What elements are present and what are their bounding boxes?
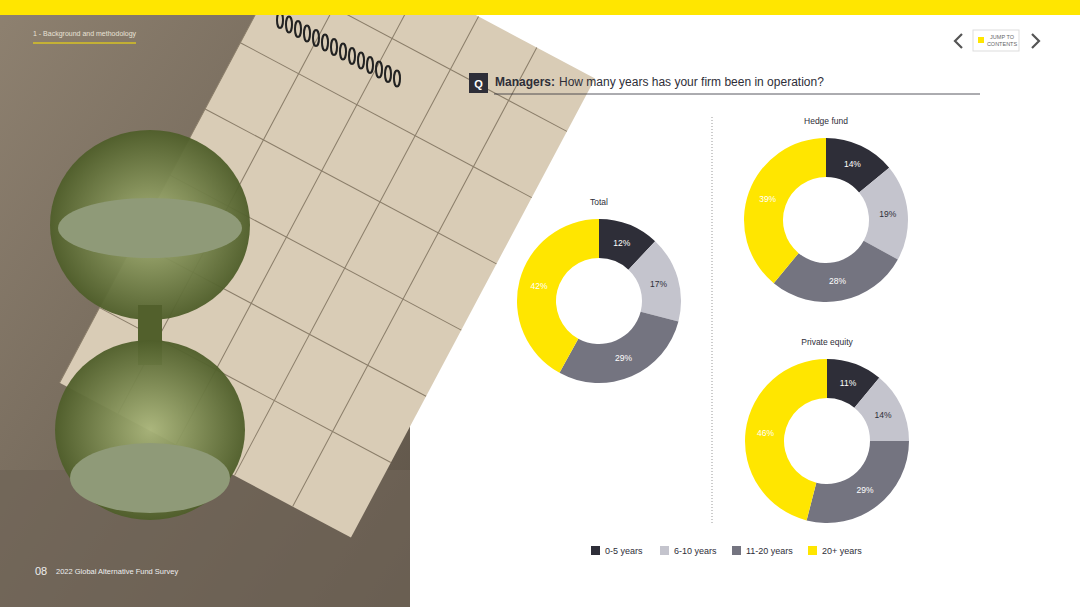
slice [559, 312, 678, 383]
calendar-ring [340, 44, 346, 60]
nav-label: JUMP TO [990, 34, 1015, 40]
hourglass [50, 130, 250, 520]
legend: 0-5 years 6-10 years 11-20 years 20+ years [591, 546, 862, 556]
slice [628, 241, 681, 321]
nav-label: CONTENTS [987, 41, 1018, 47]
calendar-ring [286, 17, 292, 33]
nav-next[interactable] [1032, 34, 1039, 48]
top-bar [0, 0, 1080, 15]
calendar-line [234, 16, 478, 475]
question-marker: Q [474, 78, 483, 90]
calendar-line [240, 43, 531, 198]
calendar-ring [394, 71, 400, 87]
slices [744, 138, 908, 302]
slice [745, 359, 827, 520]
data-label: 28% [829, 276, 846, 286]
data-label: 42% [530, 281, 547, 291]
chart-title: Total [590, 197, 608, 207]
calendar-line [293, 47, 537, 506]
sand [58, 198, 242, 258]
question: How many years has your firm been in ope… [559, 75, 824, 89]
legend-swatch [660, 546, 669, 555]
calendar-ring [385, 66, 391, 82]
calendar-ring [376, 62, 382, 78]
calendar-ring [313, 30, 319, 46]
slice [517, 219, 599, 373]
slice [854, 378, 909, 441]
nav-prev[interactable] [955, 34, 962, 48]
donut-chart: Total 12% 17% 29% 42% [517, 197, 681, 383]
slice [744, 138, 826, 283]
data-label: 19% [879, 209, 896, 219]
calendar-ring [331, 39, 337, 55]
donut-chart: Private equity 11% 14% 29% 46% [745, 337, 909, 523]
data-label: 11% [840, 378, 857, 388]
legend-label: 20+ years [822, 546, 862, 556]
section-underline [33, 43, 136, 44]
donut-chart: Hedge fund 14% 19% 28% 39% [744, 116, 908, 302]
section-label: 1 - Background and methodology [33, 30, 137, 38]
sand [70, 443, 230, 513]
calendar-ring [295, 21, 301, 37]
calendar-line [276, 0, 567, 131]
divider [712, 117, 713, 525]
calendar-ring [322, 35, 328, 51]
calendar-line [205, 109, 496, 264]
question-marker-box [469, 73, 488, 93]
legend-swatch [591, 546, 600, 555]
legend-label: 11-20 years [746, 546, 793, 556]
question-underline [494, 94, 980, 95]
page: 1 - Background and methodology 08 2022 Glo… [0, 0, 1080, 607]
data-label: 39% [759, 194, 776, 204]
legend-label: 6-10 years [674, 546, 717, 556]
calendar-ring [349, 48, 355, 64]
slice [807, 441, 909, 523]
hourglass-bottom [55, 340, 245, 520]
nav-box [973, 30, 1019, 51]
legend-swatch [808, 546, 817, 555]
chart-title: Private equity [801, 337, 853, 347]
slices [745, 359, 909, 523]
calendar-ring [304, 26, 310, 42]
legend-label: 0-5 years [605, 546, 643, 556]
page-number: 08 [35, 565, 47, 577]
jump-to-contents[interactable]: JUMP TOCONTENTS [973, 30, 1019, 51]
photo [0, 0, 595, 607]
respondent: Managers: [495, 75, 555, 89]
data-label: 14% [844, 159, 861, 169]
nav-icon [978, 37, 984, 43]
chart-title: Hedge fund [804, 116, 848, 126]
slices [517, 219, 681, 383]
data-label: 29% [615, 353, 632, 363]
data-label: 14% [875, 410, 892, 420]
legend-swatch [732, 546, 741, 555]
data-label: 12% [613, 238, 630, 248]
data-label: 17% [650, 279, 667, 289]
calendar-ring [358, 53, 364, 69]
data-label: 46% [757, 428, 774, 438]
question-line: Managers: How many years has your firm be… [495, 75, 824, 89]
publication: 2022 Global Alternative Fund Survey [56, 567, 178, 576]
calendar-ring [367, 57, 373, 73]
hourglass-top [50, 130, 250, 320]
data-label: 29% [856, 485, 873, 495]
